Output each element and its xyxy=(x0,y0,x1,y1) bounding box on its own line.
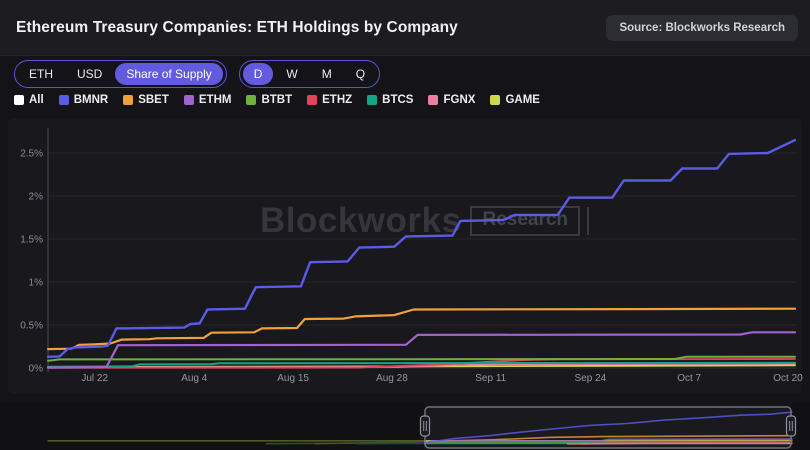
minimap-line-fgnx xyxy=(567,442,794,445)
legend-swatch-game xyxy=(490,95,501,105)
legend: All BMNR SBET ETHM BTBT ETHZ BTCS FGNX GAME xyxy=(14,94,540,106)
legend-item-ethm[interactable]: ETHM xyxy=(183,94,232,106)
y-tick-2.5%: 2.5% xyxy=(20,149,43,160)
source-badge: Source: Blockworks Research xyxy=(606,14,798,41)
series-line-ethm xyxy=(46,331,797,369)
legend-label: BTBT xyxy=(261,94,293,106)
legend-label: BTCS xyxy=(382,94,414,106)
legend-item-bmnr[interactable]: BMNR xyxy=(58,94,109,106)
unit-toggle-group: ETH USD Share of Supply xyxy=(14,60,227,88)
interval-option-q[interactable]: Q xyxy=(355,67,366,81)
x-tick-aug-4: Aug 4 xyxy=(181,373,208,384)
y-tick-2%: 2% xyxy=(29,192,44,203)
legend-swatch-sbet xyxy=(123,95,134,105)
x-tick-aug-28: Aug 28 xyxy=(376,373,408,384)
series-line-sbet xyxy=(46,307,797,351)
minimap-dim-right xyxy=(792,402,810,450)
unit-option-eth[interactable]: ETH xyxy=(29,67,53,81)
legend-label: BMNR xyxy=(73,94,109,106)
legend-item-ethz[interactable]: ETHZ xyxy=(307,94,352,106)
legend-item-btbt[interactable]: BTBT xyxy=(246,94,292,106)
x-tick-jul-22: Jul 22 xyxy=(81,373,108,384)
x-tick-sep-11: Sep 11 xyxy=(475,373,506,384)
legend-label: FGNX xyxy=(443,94,476,106)
brush-window[interactable] xyxy=(424,406,792,449)
legend-swatch-bmnr xyxy=(58,95,69,105)
legend-swatch-all xyxy=(14,95,24,105)
legend-item-fgnx[interactable]: FGNX xyxy=(428,94,475,106)
interval-option-w[interactable]: W xyxy=(286,67,298,81)
x-tick-aug-15: Aug 15 xyxy=(277,373,309,384)
interval-option-m[interactable]: M xyxy=(321,67,332,81)
legend-label: SBET xyxy=(138,94,169,106)
header: Ethereum Treasury Companies: ETH Holding… xyxy=(0,0,810,56)
x-tick-oct-7: Oct 7 xyxy=(677,373,701,384)
page-title: Ethereum Treasury Companies: ETH Holding… xyxy=(16,18,458,36)
legend-swatch-ethz xyxy=(307,95,318,105)
legend-item-sbet[interactable]: SBET xyxy=(123,94,169,106)
legend-item-game[interactable]: GAME xyxy=(490,94,540,106)
unit-option-usd[interactable]: USD xyxy=(77,67,103,81)
legend-label: All xyxy=(29,94,44,106)
series-line-bmnr xyxy=(46,138,797,359)
chart-panel xyxy=(8,118,802,394)
legend-swatch-fgnx xyxy=(428,95,439,105)
y-tick-0.5%: 0.5% xyxy=(20,321,43,332)
unit-option-share-of-supply[interactable]: Share of Supply xyxy=(115,63,223,85)
legend-label: GAME xyxy=(505,94,540,106)
legend-swatch-btcs xyxy=(367,95,378,105)
x-tick-sep-24: Sep 24 xyxy=(575,373,607,384)
brush-handle-right[interactable] xyxy=(785,415,797,437)
legend-swatch-ethm xyxy=(183,95,194,105)
y-tick-1%: 1% xyxy=(29,278,44,289)
y-tick-0%: 0% xyxy=(29,364,44,375)
x-tick-oct-20: Oct 20 xyxy=(773,373,803,384)
minimap-dim-left xyxy=(0,402,424,450)
legend-label: ETHM xyxy=(198,94,232,106)
series-line-btbt xyxy=(47,355,796,362)
range-selector[interactable] xyxy=(0,400,810,450)
legend-swatch-btbt xyxy=(246,95,257,105)
legend-item-all[interactable]: All xyxy=(14,94,44,106)
main-chart[interactable]: 0% 0.5% 1% 1.5% 2% 2.5% Jul 22 Aug 4 Aug 15 Aug 2… xyxy=(0,118,810,400)
brush-handle-left[interactable] xyxy=(419,415,431,437)
series-line-btcs xyxy=(47,361,796,368)
interval-option-d[interactable]: D xyxy=(242,63,274,85)
legend-label: ETHZ xyxy=(322,94,353,106)
minimap-line-bmnr xyxy=(416,411,794,445)
y-tick-1.5%: 1.5% xyxy=(20,235,43,246)
legend-item-btcs[interactable]: BTCS xyxy=(367,94,413,106)
